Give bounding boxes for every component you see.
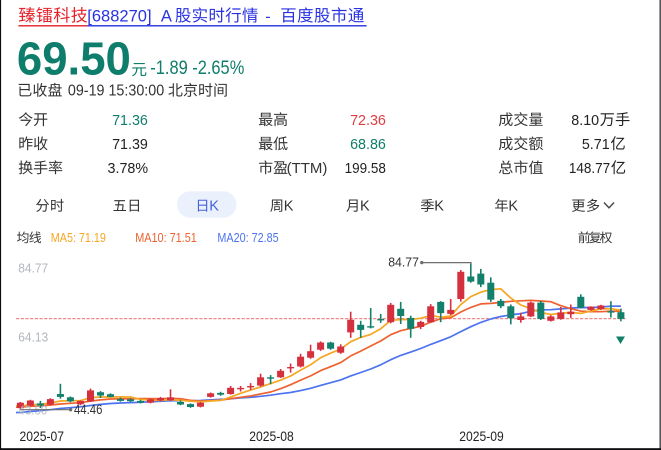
svg-text:71.36: 71.36: [112, 113, 148, 129]
svg-text:71.39: 71.39: [112, 137, 148, 153]
svg-text:5.71: 5.71: [582, 137, 610, 153]
svg-text:84.77: 84.77: [388, 254, 419, 269]
svg-text:K: K: [360, 199, 370, 215]
svg-text:3.78%: 3.78%: [108, 161, 149, 177]
svg-text:8.10: 8.10: [571, 113, 599, 129]
svg-text:69.50: 69.50: [17, 33, 131, 85]
svg-text:K: K: [434, 199, 444, 215]
svg-text:K: K: [508, 199, 518, 215]
svg-text:K: K: [284, 199, 294, 215]
svg-text:-: -: [265, 8, 270, 25]
svg-text:64.13: 64.13: [18, 330, 48, 345]
svg-text:84.77: 84.77: [18, 261, 48, 276]
svg-text:-1.89 -2.65%: -1.89 -2.65%: [150, 58, 244, 79]
svg-text:MA20: 72.85: MA20: 72.85: [217, 230, 278, 245]
svg-text:MA10: 71.51: MA10: 71.51: [135, 230, 197, 245]
svg-text:A: A: [161, 7, 172, 25]
svg-text:148.77: 148.77: [569, 161, 610, 177]
svg-text:[688270]: [688270]: [87, 7, 151, 25]
svg-text:44.46: 44.46: [74, 402, 102, 417]
svg-text:(TTM): (TTM): [287, 160, 328, 177]
svg-text:K: K: [209, 199, 219, 215]
svg-text:MA5: 71.19: MA5: 71.19: [51, 230, 106, 245]
svg-text:09-19 15:30:00: 09-19 15:30:00: [68, 83, 164, 100]
svg-text:2025-07: 2025-07: [20, 428, 65, 444]
svg-text:199.58: 199.58: [345, 161, 386, 177]
svg-text:68.86: 68.86: [350, 137, 386, 153]
svg-text:2025-08: 2025-08: [249, 428, 294, 444]
svg-text:72.36: 72.36: [350, 113, 386, 129]
svg-text:2025-09: 2025-09: [459, 428, 504, 444]
